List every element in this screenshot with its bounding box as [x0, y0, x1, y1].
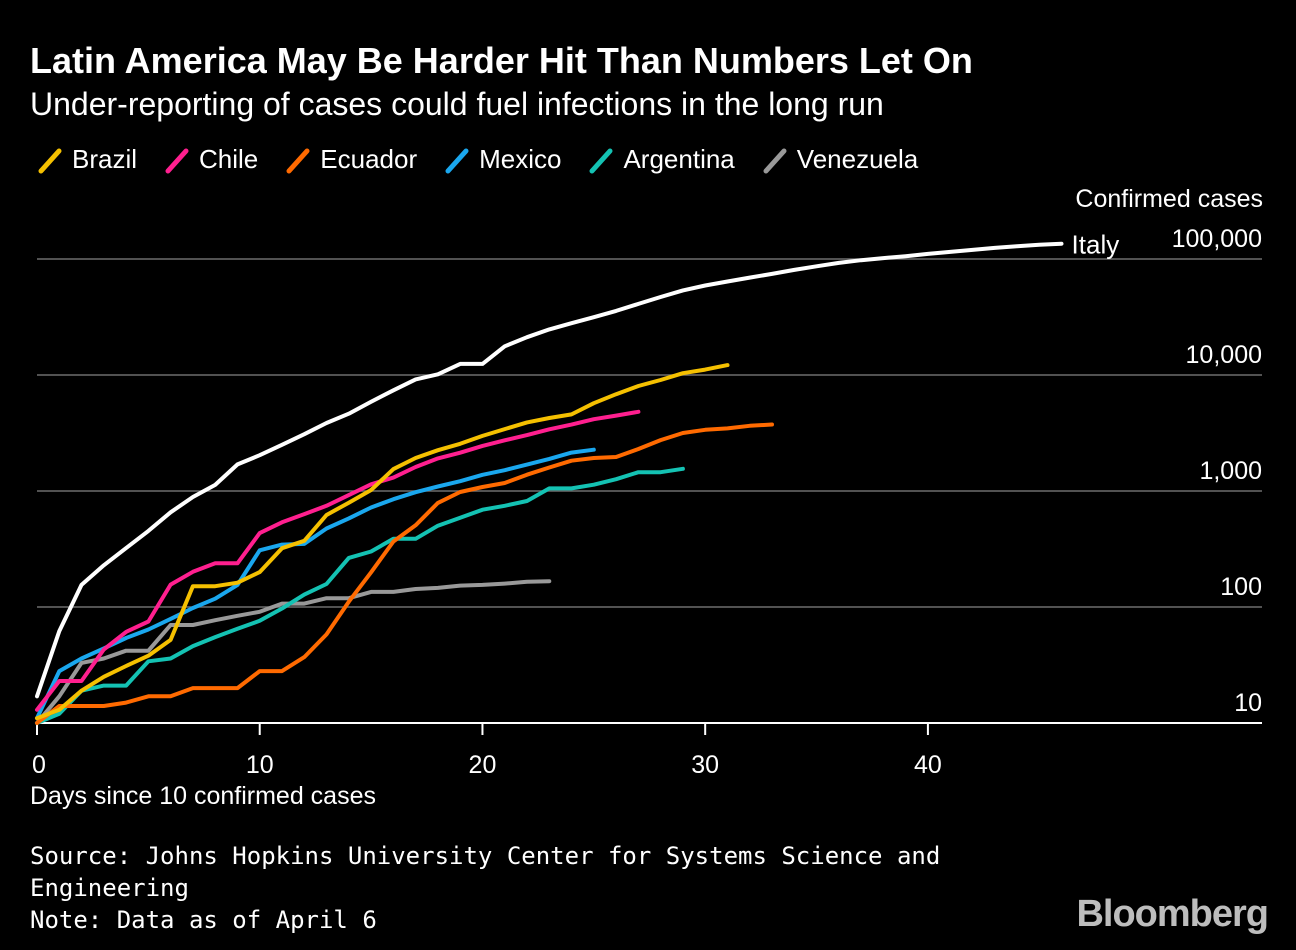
series-line-chile	[35, 409, 641, 712]
legend-item-mexico: Mexico	[445, 144, 561, 175]
legend-label-venezuela: Venezuela	[796, 144, 919, 174]
bloomberg-logo: Bloomberg	[1076, 893, 1269, 935]
x-tick-label: 40	[914, 751, 942, 779]
legend-label-ecuador: Ecuador	[320, 144, 418, 174]
y-tick-label: 10	[1234, 689, 1262, 717]
legend-item-argentina: Argentina	[589, 144, 735, 175]
legend-swatch-venezuela	[763, 148, 787, 173]
x-tick-label: 0	[32, 751, 46, 779]
y-tick-label: 1,000	[1199, 457, 1262, 485]
series-line-ecuador	[35, 422, 774, 725]
source-line-2: Engineering	[30, 874, 189, 902]
source-line-1: Source: Johns Hopkins University Center …	[30, 842, 941, 870]
legend-label-brazil: Brazil	[72, 144, 138, 174]
legend-label-chile: Chile	[199, 144, 259, 174]
legend-item-venezuela: Venezuela	[763, 144, 918, 175]
legend: Brazil Chile Ecuador Mexico Argentina Ve…	[38, 144, 946, 175]
x-tick-label: 10	[246, 751, 274, 779]
x-tick-label: 20	[469, 751, 497, 779]
chart-title: Latin America May Be Harder Hit Than Num…	[30, 40, 973, 81]
legend-swatch-argentina	[589, 148, 613, 173]
y-tick-label: 100	[1220, 573, 1262, 601]
legend-label-argentina: Argentina	[623, 144, 735, 174]
legend-swatch-chile	[165, 148, 189, 173]
series-line-brazil	[35, 363, 730, 721]
series-label-italy: Italy	[1072, 230, 1120, 260]
legend-item-brazil: Brazil	[38, 144, 137, 175]
legend-swatch-mexico	[445, 148, 469, 173]
series-line-argentina	[35, 466, 685, 725]
y-axis-title: Confirmed cases	[1075, 185, 1263, 213]
legend-swatch-brazil	[38, 148, 62, 173]
x-axis-title: Days since 10 confirmed cases	[30, 782, 376, 810]
legend-item-ecuador: Ecuador	[286, 144, 417, 175]
y-tick-label: 10,000	[1186, 341, 1262, 369]
x-tick-label: 30	[691, 751, 719, 779]
series-line-mexico	[35, 447, 596, 721]
note-text: Note: Data as of April 6	[30, 906, 377, 934]
series-line-italy	[35, 241, 1064, 699]
chart-subtitle: Under-reporting of cases could fuel infe…	[30, 86, 884, 122]
legend-swatch-ecuador	[286, 148, 310, 173]
y-tick-label: 100,000	[1172, 225, 1262, 253]
legend-item-chile: Chile	[165, 144, 258, 175]
legend-label-mexico: Mexico	[479, 144, 562, 174]
